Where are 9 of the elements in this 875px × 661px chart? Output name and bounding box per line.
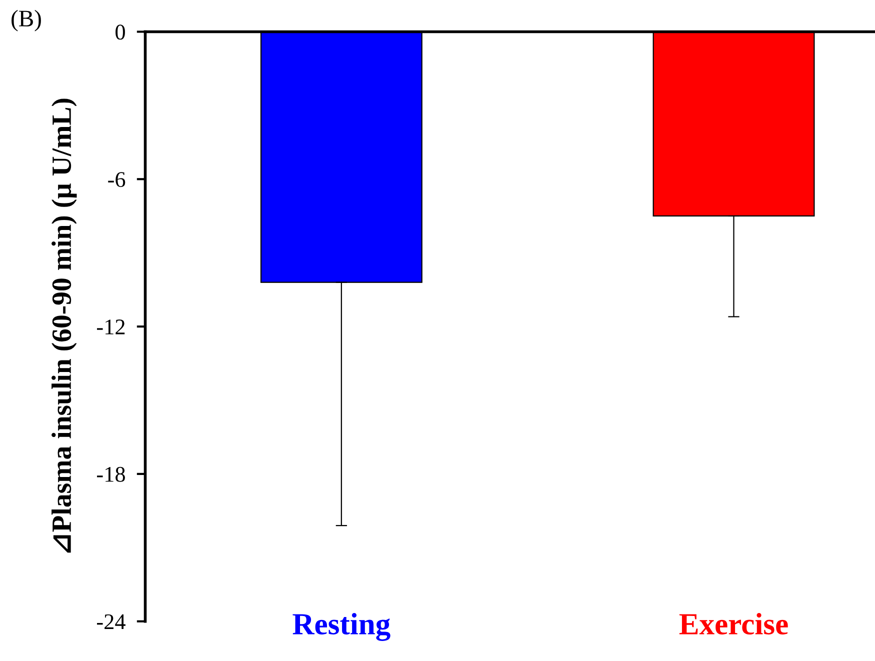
text: (B) <box>12 10 41 32</box>
y-axis-title: ⊿Plasma insulin (60-90 min) (μ U/mL) <box>52 98 77 553</box>
y-tick-label: -24 <box>97 614 126 630</box>
y-tick-label: -12 <box>97 320 125 334</box>
y-tick-label: 0 <box>116 24 125 40</box>
y-tick-label: -6 <box>108 172 126 188</box>
x-tick-label: Resting <box>292 613 390 641</box>
x-tick-label: Exercise <box>679 613 788 635</box>
y-tick-label: -18 <box>97 466 125 482</box>
